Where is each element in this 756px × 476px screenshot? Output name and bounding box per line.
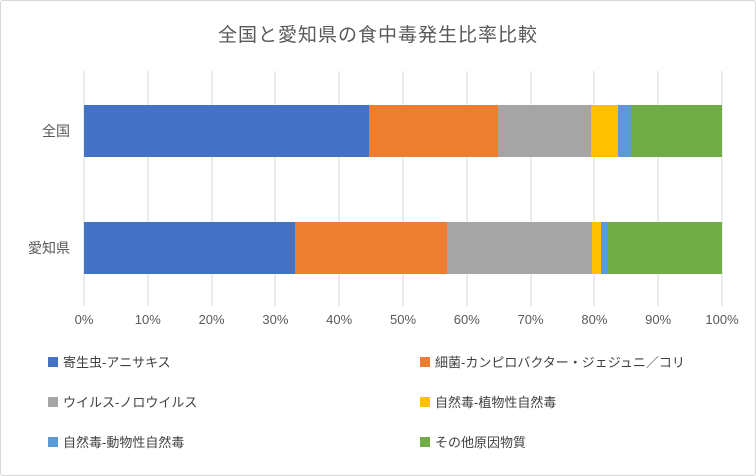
gridline xyxy=(338,71,340,306)
bar-segment xyxy=(294,222,447,274)
bar-segment xyxy=(498,105,592,157)
legend-item: その他原因物質 xyxy=(420,432,720,451)
legend-label: 寄生虫-アニサキス xyxy=(63,355,171,370)
x-tick-label: 30% xyxy=(262,312,289,327)
bar-zenkoku xyxy=(84,105,722,157)
x-tick-label: 50% xyxy=(389,312,417,327)
gridline xyxy=(83,71,85,306)
legend-label: 細菌-カンピロバクター・ジェジュニ／コリ xyxy=(435,355,685,370)
gridline xyxy=(530,71,532,306)
x-tick-label: 0% xyxy=(74,312,94,327)
gridline xyxy=(593,71,595,306)
gridline xyxy=(211,71,213,306)
x-tick-label: 70% xyxy=(517,312,544,327)
bar-segment xyxy=(591,105,618,157)
legend-label: ウイルス-ノロウイルス xyxy=(63,395,198,410)
bar-segment xyxy=(591,222,601,274)
x-tick-label: 90% xyxy=(645,312,672,327)
gridline xyxy=(657,71,659,306)
legend-label: 自然毒-植物性自然毒 xyxy=(435,395,557,410)
x-tick-label: 10% xyxy=(134,312,161,327)
legend-swatch xyxy=(420,436,430,447)
legend-item: 自然毒-植物性自然毒 xyxy=(420,392,720,411)
x-tick-label: 100% xyxy=(705,312,739,327)
bar-aichi xyxy=(84,222,722,274)
bar-segment xyxy=(447,222,592,274)
bar-segment xyxy=(600,222,608,274)
legend-label: 自然毒-動物性自然毒 xyxy=(63,435,185,450)
x-tick-label: 40% xyxy=(326,312,353,327)
x-tick-label: 60% xyxy=(453,312,480,327)
bar-segment xyxy=(368,105,499,157)
bar-segment xyxy=(84,222,295,274)
legend-item: ウイルス-ノロウイルス xyxy=(48,392,420,411)
legend-swatch xyxy=(420,356,430,367)
legend-swatch xyxy=(420,396,430,407)
bar-segment xyxy=(631,105,722,157)
legend-item: 細菌-カンピロバクター・ジェジュニ／コリ xyxy=(420,352,720,371)
category-label: 愛知県 xyxy=(28,240,70,256)
bar-segment xyxy=(617,105,632,157)
legend-label: その他原因物質 xyxy=(435,435,527,450)
gridline xyxy=(721,71,723,306)
gridline xyxy=(466,71,468,306)
gridline xyxy=(274,71,276,306)
legend-swatch xyxy=(48,396,58,407)
category-label: 全国 xyxy=(42,123,70,139)
bar-segment xyxy=(84,105,369,157)
legend: 寄生虫-アニサキス 細菌-カンピロバクター・ジェジュニ／コリウイルス-ノロウイルス… xyxy=(48,352,720,451)
legend-item: 自然毒-動物性自然毒 xyxy=(48,432,420,451)
x-axis: 0% 10% 20% 30% 40% 50% 60% 70% 80% 90% 100% xyxy=(75,312,739,330)
legend-item: 寄生虫-アニサキス xyxy=(48,352,420,371)
gridline xyxy=(402,71,404,306)
y-axis-labels: 全国愛知県 xyxy=(1,71,77,306)
chart-title: 全国と愛知県の食中毒発生比率比較 xyxy=(217,25,538,46)
x-tick-label: 20% xyxy=(198,312,225,327)
plot-area xyxy=(83,71,723,306)
legend-swatch xyxy=(48,356,58,367)
x-tick-label: 80% xyxy=(581,312,608,327)
legend-swatch xyxy=(48,436,58,447)
gridline xyxy=(147,71,149,306)
bar-segment xyxy=(607,222,722,274)
